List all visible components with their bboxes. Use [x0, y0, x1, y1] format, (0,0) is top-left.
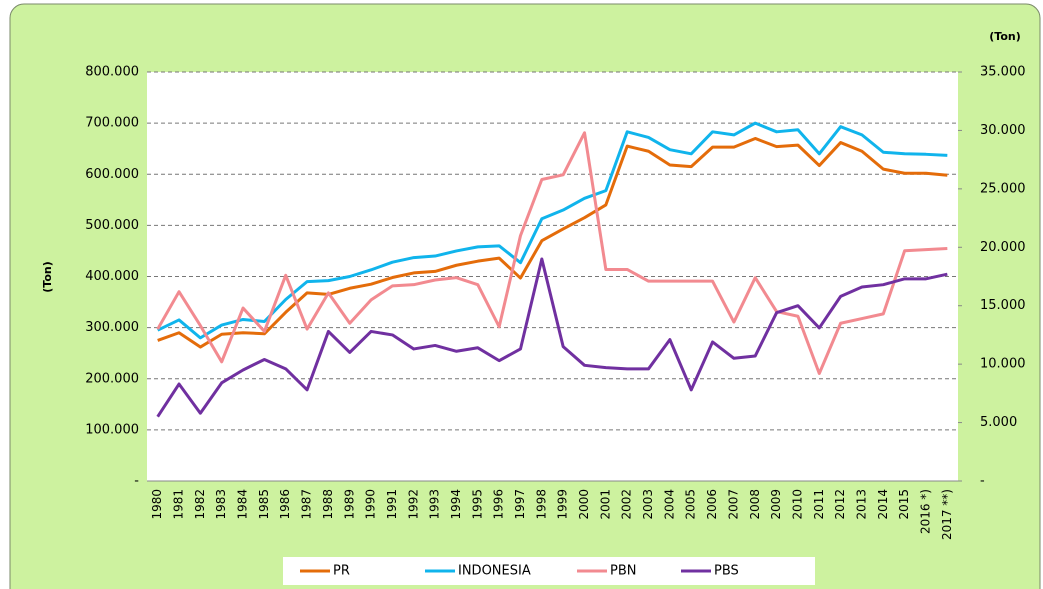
x-tick-label: 1994 — [449, 489, 463, 520]
x-tick-label: 2011 — [812, 489, 826, 520]
x-tick-label: 1982 — [193, 489, 207, 520]
x-tick-label: 2014 — [876, 489, 890, 520]
x-tick-label: 2000 — [577, 489, 591, 520]
x-tick-label: 2002 — [620, 489, 634, 520]
y2-tick-label: 5.000 — [980, 415, 1017, 430]
y2-axis-label: (Ton) — [989, 30, 1021, 43]
x-tick-label: 2001 — [598, 489, 612, 520]
x-tick-label: 2010 — [790, 489, 804, 520]
series-line — [157, 136, 948, 349]
y2-tick-label: 30.000 — [980, 123, 1026, 138]
series-line — [156, 131, 948, 375]
x-tick-label: 2007 — [726, 489, 740, 520]
y-tick-label: 800.000 — [85, 65, 139, 80]
x-tick-label: 1981 — [172, 489, 186, 520]
y-tick-label: - — [134, 474, 139, 489]
x-tick-label: 1990 — [364, 489, 378, 520]
x-tick-label: 1999 — [556, 489, 570, 520]
x-tick-label: 1989 — [342, 489, 356, 520]
x-tick-label: 1985 — [257, 489, 271, 520]
x-tick-label: 1988 — [321, 489, 335, 520]
x-tick-label: 1995 — [470, 489, 484, 520]
y-tick-label: 500.000 — [85, 218, 139, 233]
x-tick-label: 1980 — [150, 489, 164, 520]
x-tick-label: 1987 — [300, 489, 314, 520]
x-tick-label: 2005 — [684, 489, 698, 520]
x-tick-label: 2016 *) — [918, 489, 932, 534]
x-tick-label: 1997 — [513, 489, 527, 520]
x-tick-label: 2003 — [641, 489, 655, 520]
x-tick-label: 2008 — [748, 489, 762, 520]
y2-tick-label: - — [980, 474, 985, 489]
x-tick-label: 1991 — [385, 489, 399, 520]
x-tick-label: 2004 — [662, 489, 676, 520]
y2-tick-label: 35.000 — [980, 65, 1026, 80]
y-tick-label: 600.000 — [85, 167, 139, 182]
y2-tick-label: 10.000 — [980, 357, 1026, 372]
y-tick-label: 300.000 — [85, 320, 139, 335]
x-tick-label: 1984 — [236, 489, 250, 520]
legend-label: PBS — [714, 564, 739, 579]
y-axis-label: (Ton) — [41, 261, 54, 293]
x-tick-label: 1992 — [406, 489, 420, 520]
y2-tick-label: 15.000 — [980, 298, 1026, 313]
y2-tick-label: 20.000 — [980, 240, 1026, 255]
x-tick-label: 1993 — [428, 489, 442, 520]
series-line — [156, 257, 948, 418]
x-tick-label: 1986 — [278, 489, 292, 520]
x-tick-label: 1983 — [214, 489, 228, 520]
legend — [283, 557, 815, 585]
legend-label: INDONESIA — [458, 564, 531, 579]
y-tick-label: 700.000 — [85, 116, 139, 131]
legend-label: PR — [333, 564, 350, 579]
x-tick-label: 2009 — [769, 489, 783, 520]
x-tick-label: 2017 **) — [940, 489, 954, 540]
y2-tick-label: 25.000 — [980, 181, 1026, 196]
x-tick-label: 2006 — [705, 489, 719, 520]
x-tick-label: 1996 — [492, 489, 506, 520]
y-tick-label: 100.000 — [85, 422, 139, 437]
x-tick-label: 2013 — [854, 489, 868, 520]
y-tick-label: 200.000 — [85, 371, 139, 386]
legend-label: PBN — [610, 564, 636, 579]
series-line — [157, 121, 948, 340]
x-tick-label: 1998 — [534, 489, 548, 520]
x-tick-label: 2015 — [897, 489, 911, 520]
x-tick-label: 2012 — [833, 489, 847, 520]
y-tick-label: 400.000 — [85, 269, 139, 284]
